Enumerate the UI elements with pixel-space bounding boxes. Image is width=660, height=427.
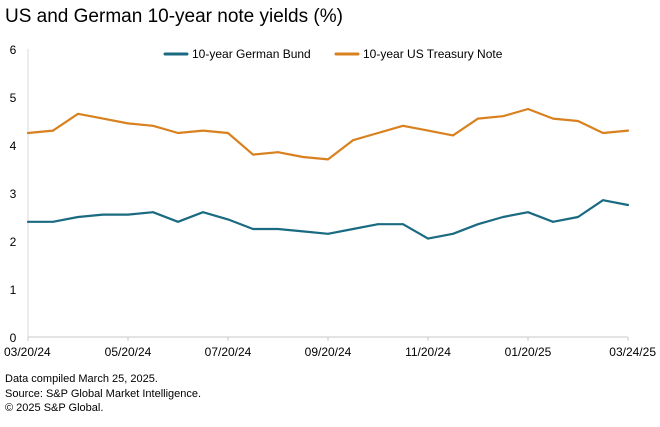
legend-label: 10-year German Bund [192,47,311,61]
y-tick-label: 4 [10,139,17,153]
data-point [27,132,29,134]
data-point [177,132,179,134]
data-point [277,228,279,230]
data-point [77,216,79,218]
x-tick-label: 03/20/24 [4,345,51,359]
data-point [552,220,554,223]
data-point [152,211,154,214]
data-point [202,211,204,214]
data-point [127,122,129,125]
footnotes: Data compiled March 25, 2025. Source: S&… [5,372,201,416]
note-compiled: Data compiled March 25, 2025. [5,373,158,385]
data-point [402,124,404,127]
data-point [127,213,129,216]
data-point [602,199,604,202]
data-point [527,211,529,214]
y-axis: 0 1 2 3 4 5 6 [10,43,17,345]
data-point [527,108,529,110]
data-point [102,117,104,120]
data-point [452,134,454,137]
series-line-german-bund [26,199,630,240]
data-point [352,228,354,230]
x-axis: 03/20/24 05/20/24 07/20/24 09/20/24 11/20/24… [4,49,656,359]
data-point [52,220,54,223]
data-point [452,232,454,235]
data-point [377,223,379,226]
data-point [352,139,354,142]
data-point [227,218,229,221]
data-point [477,117,479,120]
data-point [252,228,254,230]
y-tick-label: 6 [10,43,17,57]
legend-label: 10-year US Treasury Note [363,47,503,61]
x-tick-label: 09/20/24 [305,345,352,359]
data-point [302,230,304,233]
data-point [152,124,154,127]
series-line-us-treasury [26,107,630,161]
legend: 10-year German Bund 10-year US Treasury N… [163,47,503,61]
data-point [202,129,204,132]
data-point [52,129,54,132]
data-point [477,223,479,226]
y-tick-label: 3 [10,187,17,201]
data-point [427,237,429,240]
chart-title: US and German 10-year note yields (%) [5,6,343,27]
data-point [227,132,229,134]
series-group [26,107,630,240]
data-point [627,129,629,132]
y-tick-label: 0 [10,331,17,345]
data-point [552,117,554,120]
y-tick-label: 1 [10,283,17,297]
data-point [502,115,504,118]
data-point [102,213,104,216]
data-point [77,112,79,115]
x-tick-label: 05/20/24 [105,345,152,359]
note-source: Source: S&P Global Market Intelligence. [5,387,202,400]
data-point [577,120,579,122]
data-point [177,220,179,223]
y-tick-label: 5 [10,91,17,105]
data-point [577,216,579,218]
data-point [402,223,404,226]
x-tick-label: 03/24/25 [609,345,656,359]
data-point [302,156,304,158]
data-point [327,232,329,235]
data-point [27,220,29,223]
x-tick-label: 07/20/24 [205,345,252,359]
data-point [377,132,379,134]
data-point [252,153,254,156]
x-tick-label: 01/20/25 [505,345,552,359]
note-copyright: © 2025 S&P Global. [5,402,104,414]
data-point [602,132,604,134]
data-point [327,158,329,161]
data-point [627,204,629,206]
data-point [277,151,279,154]
x-tick-label: 11/20/24 [405,345,451,359]
data-point [502,216,504,218]
y-tick-label: 2 [10,235,17,249]
data-point [427,129,429,132]
